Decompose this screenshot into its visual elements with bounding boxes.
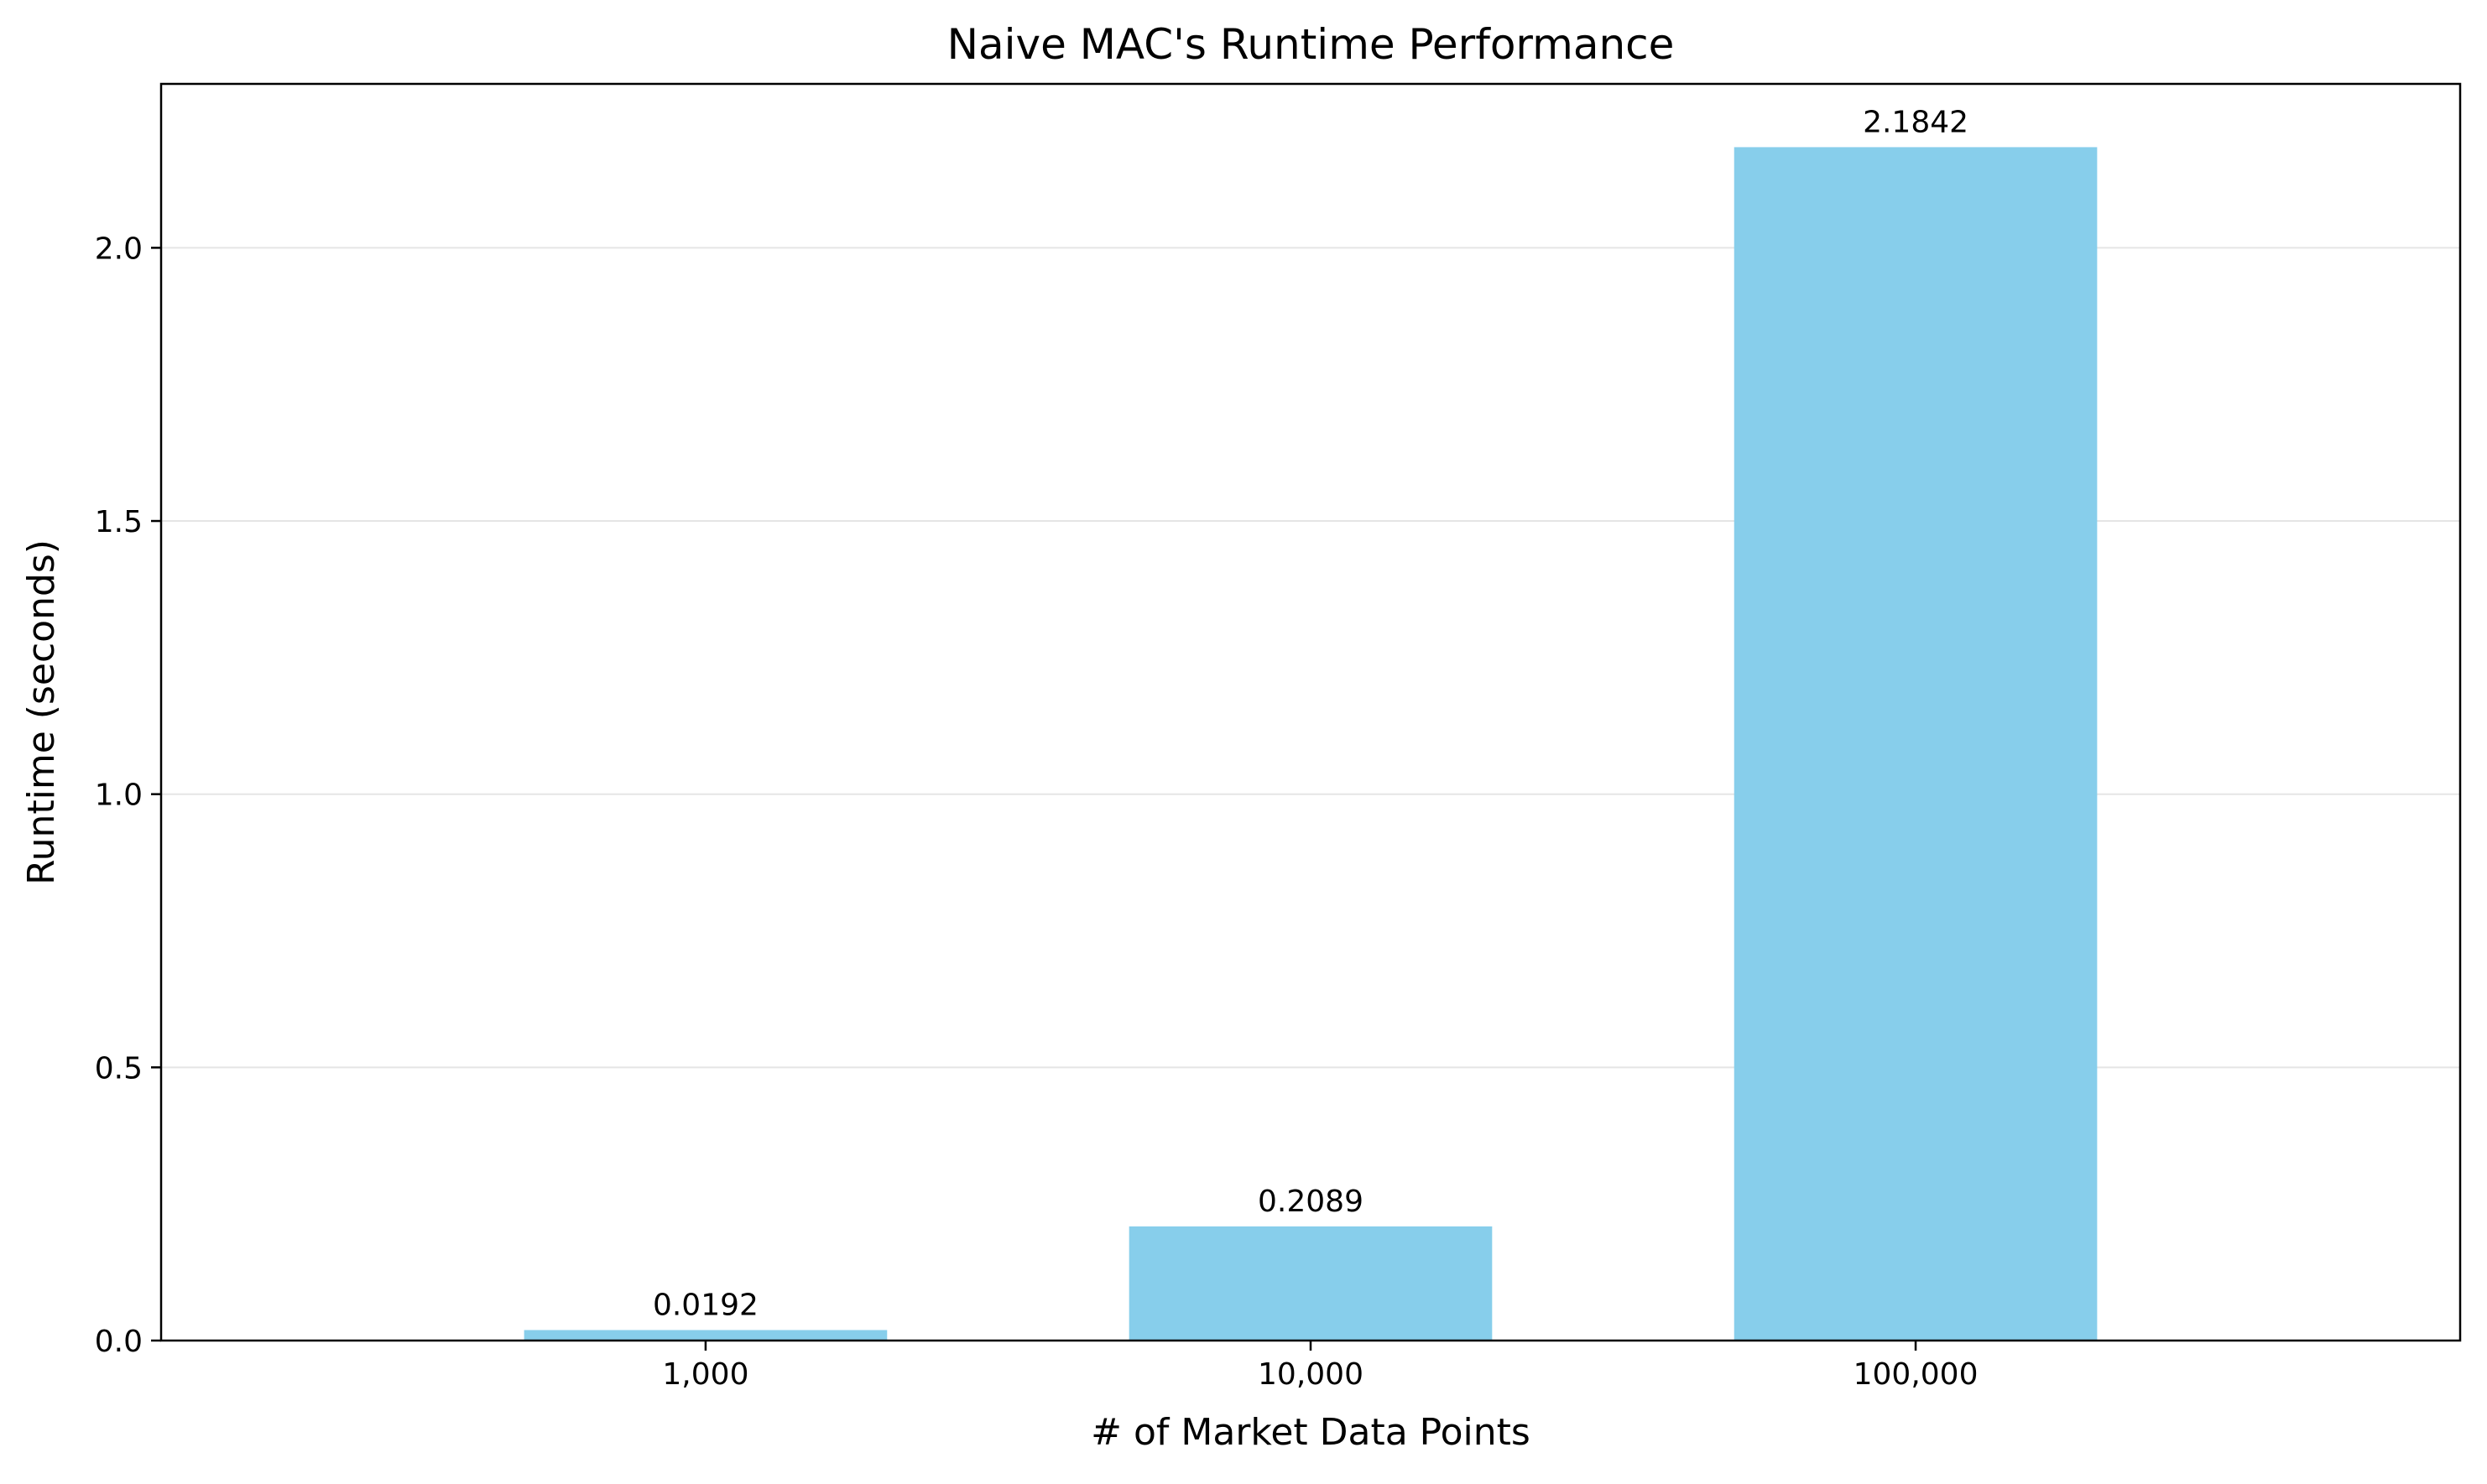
x-tick-label: 10,000 [1258, 1357, 1363, 1392]
x-axis-ticks: 1,000 10,000 100,000 [662, 1341, 1978, 1392]
x-tick-label: 100,000 [1854, 1357, 1979, 1392]
data-label: 0.0192 [653, 1288, 759, 1322]
y-tick-label: 0.5 [95, 1051, 143, 1086]
bars [524, 147, 2098, 1341]
data-labels: 0.0192 0.2089 2.1842 [653, 105, 1968, 1322]
data-label: 2.1842 [1863, 105, 1968, 139]
x-tick-label: 1,000 [662, 1357, 748, 1392]
data-label: 0.2089 [1258, 1185, 1363, 1219]
grid-lines [161, 247, 2460, 1069]
plot-area-frame [159, 82, 2462, 1342]
y-tick-label: 0.0 [95, 1325, 143, 1359]
bar [1734, 147, 2098, 1341]
y-tick-label: 2.0 [95, 232, 143, 266]
x-axis-label: # of Market Data Points [1091, 1411, 1530, 1454]
y-axis-label: Runtime (seconds) [20, 539, 63, 885]
y-tick-label: 1.5 [95, 505, 143, 539]
bar [524, 1330, 888, 1341]
chart-title: Naive MAC's Runtime Performance [947, 20, 1675, 69]
bar [1129, 1226, 1493, 1341]
y-tick-label: 1.0 [95, 778, 143, 813]
y-axis-ticks: 0.0 0.5 1.0 1.5 2.0 [95, 232, 161, 1359]
